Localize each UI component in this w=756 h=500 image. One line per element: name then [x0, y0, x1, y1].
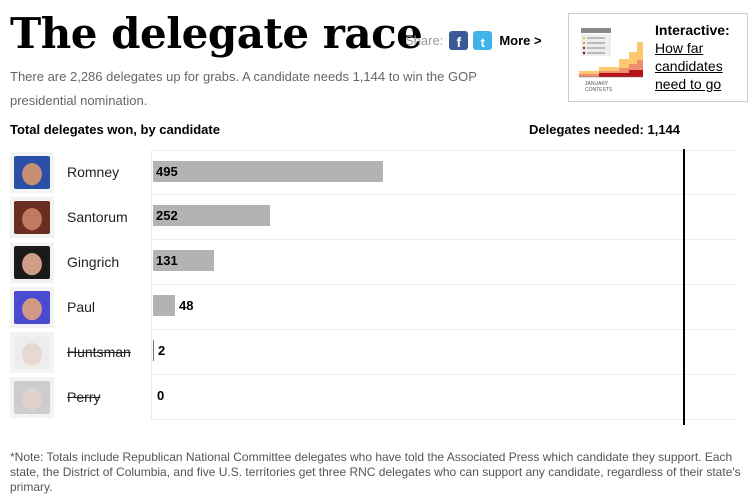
candidate-photo-icon — [14, 381, 50, 414]
delegate-count: 48 — [179, 298, 194, 313]
candidate-photo-icon — [14, 156, 50, 189]
promo-link-line-2[interactable]: candidates — [655, 58, 723, 74]
facebook-icon[interactable]: f — [449, 31, 469, 50]
share-label: Share: — [405, 33, 444, 48]
candidate-name: Paul — [67, 299, 96, 315]
candidate-row: Paul 48 — [10, 285, 736, 330]
candidate-row: Perry 0 — [10, 375, 736, 420]
bar-track: 48 — [151, 285, 736, 330]
delegate-count: 131 — [156, 253, 178, 268]
candidate-name: Huntsman — [67, 344, 131, 360]
promo-link-line-1[interactable]: How far — [655, 40, 704, 56]
delegate-count: 2 — [158, 343, 166, 358]
candidate-row: Huntsman 2 — [10, 330, 736, 375]
bar-track: 2 — [151, 330, 736, 375]
candidate-photo-icon — [14, 336, 50, 369]
bar-track: 495 — [151, 150, 736, 195]
promo-text: Interactive: How far candidates need to … — [655, 21, 730, 93]
delegate-bar — [153, 295, 175, 316]
candidate-name: Romney — [67, 164, 120, 180]
delegate-count: 0 — [157, 388, 165, 403]
bar-track: 252 — [151, 195, 736, 240]
avatar — [10, 242, 54, 283]
candidate-row: Santorum 252 — [10, 195, 736, 240]
delegate-bar — [153, 340, 154, 361]
page-title: The delegate race — [10, 9, 423, 58]
intro-text: There are 2,286 delegates up for grabs. … — [10, 69, 477, 108]
candidate-name: Santorum — [67, 209, 128, 225]
candidate-photo-icon — [14, 201, 50, 234]
svg-text:CONTESTS: CONTESTS — [585, 87, 613, 93]
avatar — [10, 287, 54, 328]
more-share-link[interactable]: More > — [499, 33, 542, 48]
delegate-count: 495 — [156, 164, 178, 179]
candidate-row: Gingrich 131 — [10, 240, 736, 285]
chart-title: Total delegates won, by candidate — [10, 122, 220, 137]
delegate-bar — [153, 161, 383, 182]
promo-link-line-3[interactable]: need to go — [655, 76, 722, 92]
candidate-name: Gingrich — [67, 254, 120, 270]
share-bar: Share: f t More > — [405, 31, 542, 50]
candidate-bar-chart: Romney 495 Santorum 252 Gingrich 131 Pau… — [10, 150, 736, 420]
svg-text:JANUARY: JANUARY — [585, 81, 609, 87]
avatar — [10, 377, 54, 418]
avatar — [10, 197, 54, 238]
avatar — [10, 332, 54, 373]
delegate-count: 252 — [156, 208, 178, 223]
candidate-photo-icon — [14, 246, 50, 279]
candidate-row: Romney 495 — [10, 150, 736, 195]
candidate-name: Perry — [67, 389, 101, 405]
delegate-bar — [153, 250, 214, 271]
bar-track: 131 — [151, 240, 736, 285]
twitter-icon[interactable]: t — [473, 31, 493, 50]
promo-thumbnail-chart-icon[interactable]: JANUARY CONTESTS — [577, 24, 647, 94]
interactive-promo[interactable]: JANUARY CONTESTS Interactive: How far ca… — [568, 13, 748, 102]
bar-track: 0 — [151, 375, 736, 420]
delegates-needed-label: Delegates needed: 1,144 — [529, 122, 681, 137]
avatar — [10, 152, 54, 193]
candidate-photo-icon — [14, 291, 50, 324]
promo-heading: Interactive: — [655, 22, 730, 38]
delegates-needed-line — [683, 149, 685, 425]
footnote: *Note: Totals include Republican Nationa… — [10, 450, 741, 494]
delegate-bar — [153, 205, 270, 226]
